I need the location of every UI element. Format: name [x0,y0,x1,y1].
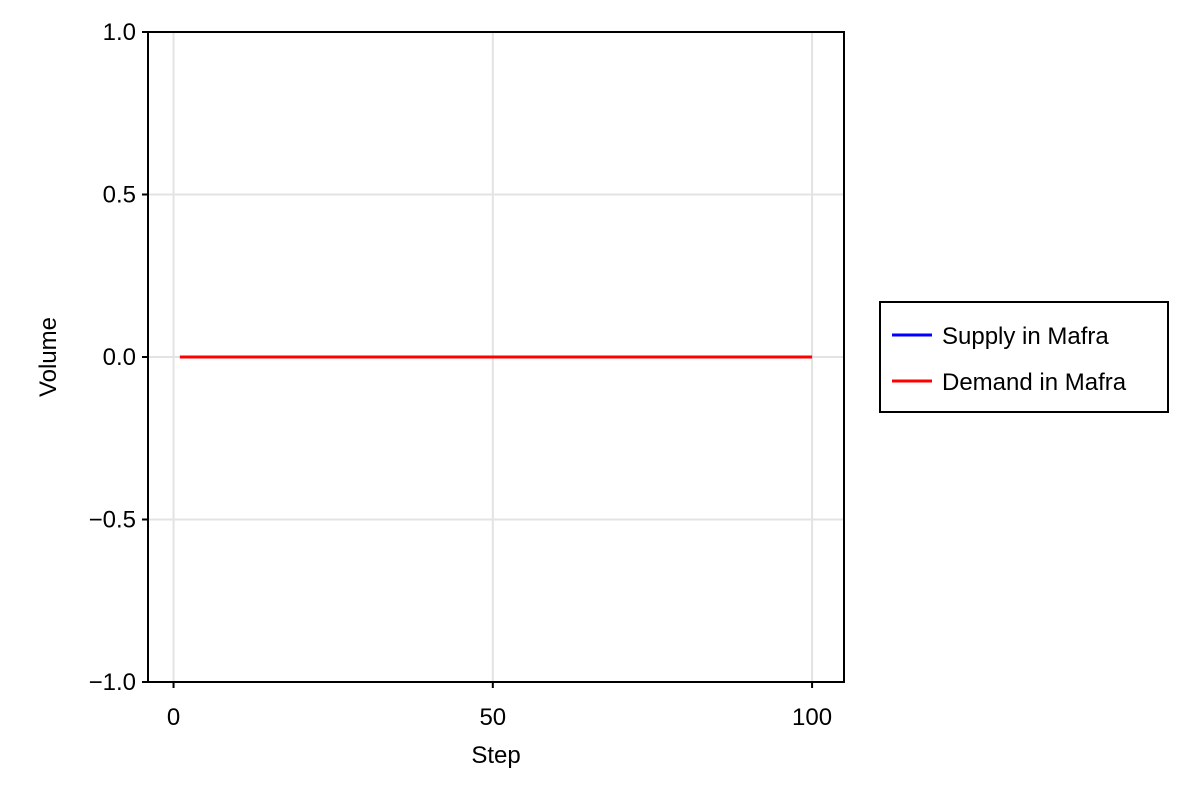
x-tick-label: 100 [792,704,832,731]
x-tick-label: 50 [479,704,506,731]
y-tick-label: −0.5 [89,507,136,534]
x-tick-label: 0 [167,704,180,731]
axis-ticks: 0 50 100 −1.0 −0.5 0.0 0.5 1.0 [89,19,832,731]
y-tick-label: −1.0 [89,669,136,696]
y-axis-title: Volume [35,317,62,397]
legend-label: Supply in Mafra [942,323,1109,350]
x-axis-title: Step [471,742,520,769]
legend-label: Demand in Mafra [942,369,1127,396]
y-tick-label: 0.0 [103,344,136,371]
legend: Supply in Mafra Demand in Mafra [879,301,1169,413]
legend-box [879,301,1169,413]
y-tick-label: 0.5 [103,182,136,209]
y-tick-label: 1.0 [103,19,136,46]
